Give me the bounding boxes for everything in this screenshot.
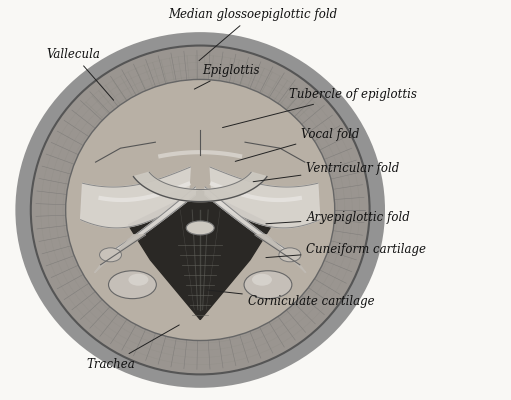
Polygon shape [205,187,295,260]
Text: Epiglottis: Epiglottis [194,64,260,89]
Polygon shape [210,167,320,228]
Ellipse shape [65,80,335,340]
Text: Vocal fold: Vocal fold [235,128,360,161]
Text: Tubercle of epiglottis: Tubercle of epiglottis [223,88,416,128]
Ellipse shape [31,46,369,374]
Ellipse shape [244,271,292,299]
Polygon shape [255,235,306,273]
Polygon shape [95,235,146,273]
Polygon shape [106,187,195,260]
Polygon shape [133,172,267,202]
Text: Aryepiglottic fold: Aryepiglottic fold [266,212,410,224]
Text: Cuneiform cartilage: Cuneiform cartilage [266,243,426,258]
Text: Vallecula: Vallecula [47,48,113,100]
Polygon shape [81,167,190,228]
Ellipse shape [279,248,301,262]
Text: Median glossoepiglottic fold: Median glossoepiglottic fold [169,8,338,61]
Ellipse shape [252,274,272,286]
Polygon shape [128,190,272,320]
Text: Corniculate cartilage: Corniculate cartilage [207,290,375,308]
Text: Ventricular fold: Ventricular fold [253,162,400,182]
Ellipse shape [128,274,148,286]
Ellipse shape [108,271,156,299]
Ellipse shape [100,248,122,262]
Ellipse shape [186,221,214,235]
Text: Trachea: Trachea [86,325,179,371]
